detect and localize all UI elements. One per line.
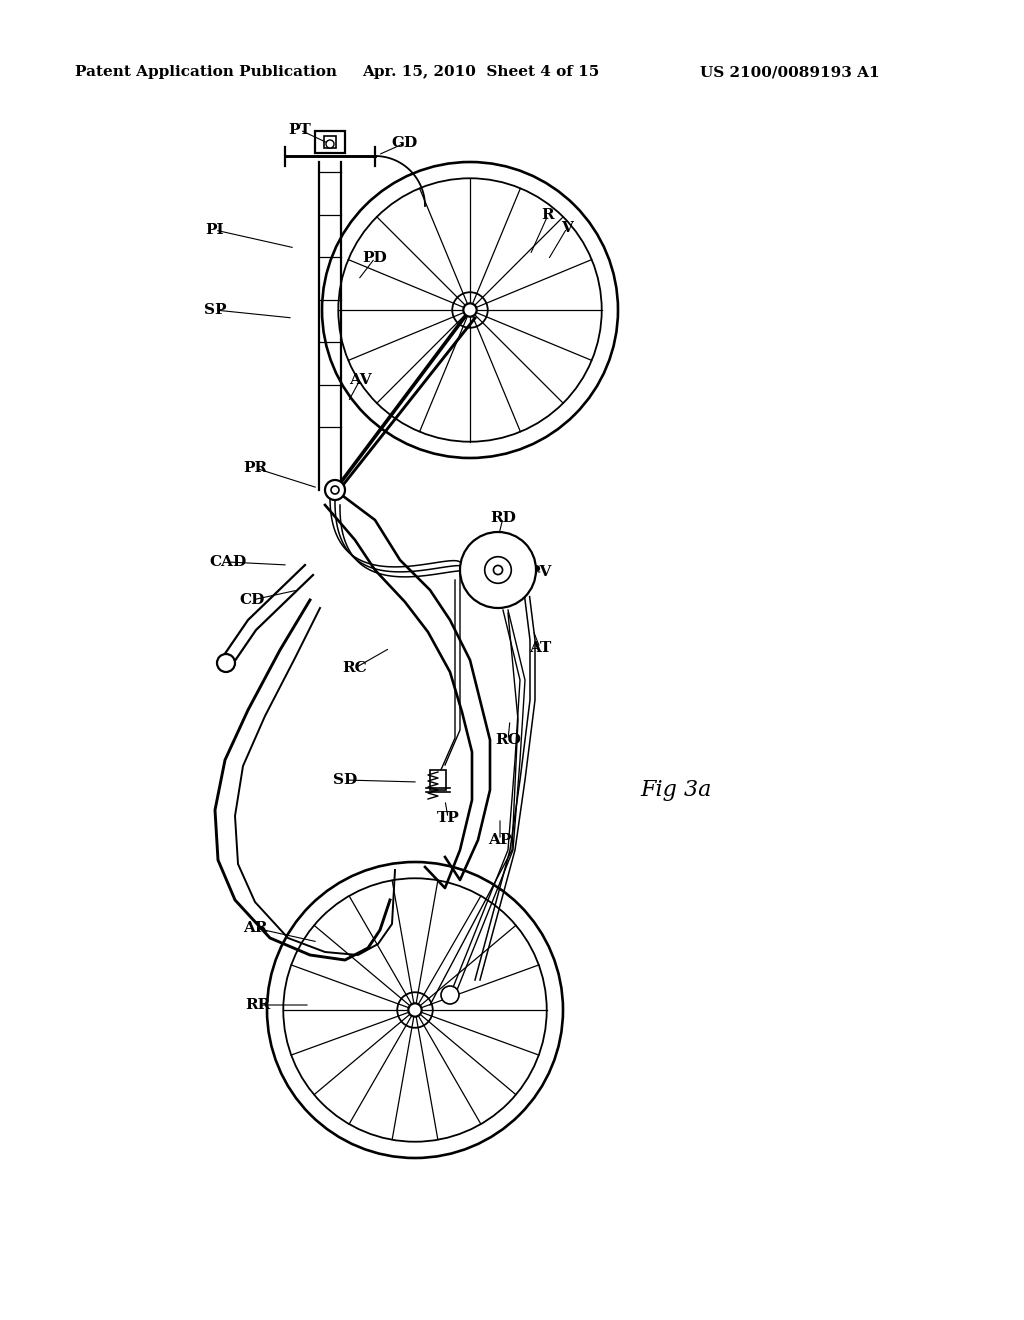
Circle shape xyxy=(217,653,234,672)
Text: US 2100/0089193 A1: US 2100/0089193 A1 xyxy=(700,65,880,79)
Text: GD: GD xyxy=(392,136,418,150)
Text: PR: PR xyxy=(243,461,267,475)
Text: PI: PI xyxy=(206,223,224,238)
Text: CAD: CAD xyxy=(209,554,247,569)
Text: PD: PD xyxy=(362,251,387,265)
Text: TP: TP xyxy=(436,810,460,825)
Circle shape xyxy=(325,480,345,500)
Text: AV: AV xyxy=(349,374,372,387)
Text: R: R xyxy=(542,209,554,222)
Text: Patent Application Publication: Patent Application Publication xyxy=(75,65,337,79)
Circle shape xyxy=(441,986,459,1005)
Circle shape xyxy=(463,304,476,317)
Text: SP: SP xyxy=(204,304,226,317)
Circle shape xyxy=(326,140,334,148)
Text: V: V xyxy=(561,220,573,235)
Circle shape xyxy=(494,565,503,574)
Text: PV: PV xyxy=(528,565,552,579)
Text: Fig 3a: Fig 3a xyxy=(640,779,712,801)
Bar xyxy=(315,131,345,153)
Text: RO: RO xyxy=(495,733,521,747)
Text: AT: AT xyxy=(528,642,551,655)
Text: CD: CD xyxy=(240,593,264,607)
Circle shape xyxy=(409,1003,422,1016)
Text: AP: AP xyxy=(488,833,512,847)
Text: SD: SD xyxy=(333,774,357,787)
Text: RD: RD xyxy=(490,511,516,525)
Text: PT: PT xyxy=(289,123,311,137)
Circle shape xyxy=(460,532,536,609)
Bar xyxy=(430,770,446,789)
Text: RR: RR xyxy=(246,998,270,1012)
Text: AR: AR xyxy=(243,921,267,935)
Circle shape xyxy=(331,486,339,494)
Circle shape xyxy=(484,557,511,583)
Text: Apr. 15, 2010  Sheet 4 of 15: Apr. 15, 2010 Sheet 4 of 15 xyxy=(362,65,599,79)
Bar xyxy=(324,136,336,148)
Text: RC: RC xyxy=(343,661,368,675)
